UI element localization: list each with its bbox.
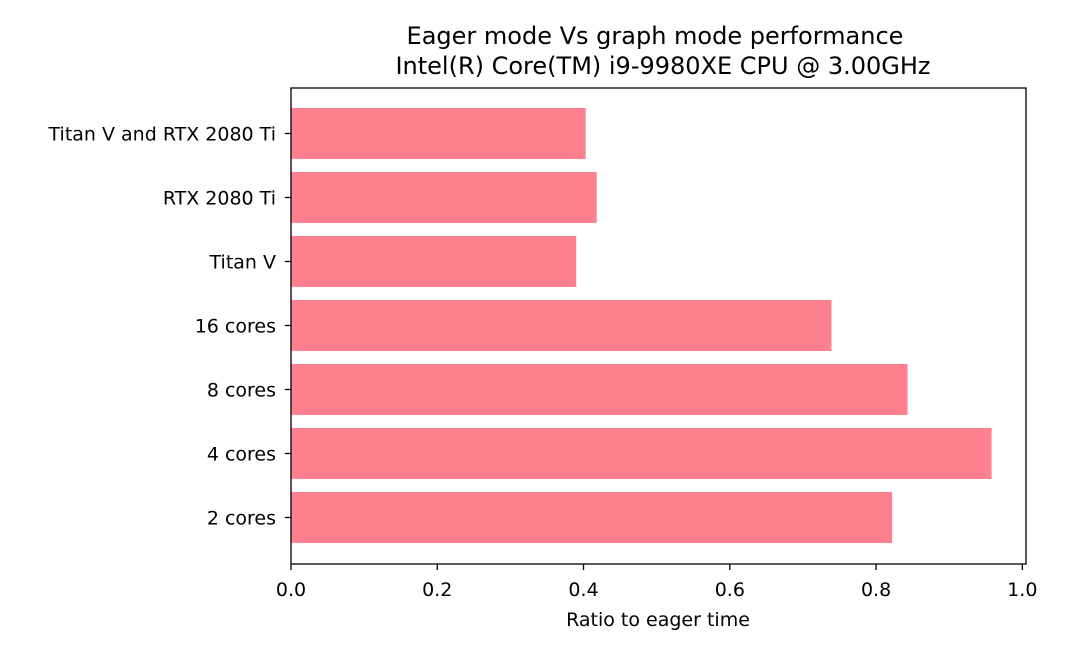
y-tick-label: 4 cores [207, 444, 276, 466]
chart-subtitle: Intel(R) Core(TM) i9-9980XE CPU @ 3.00GH… [395, 52, 930, 80]
bars-group [291, 108, 992, 543]
x-tick-label: 0.6 [715, 579, 745, 601]
x-axis-label: Ratio to eager time [566, 609, 750, 631]
bar-titan-v [291, 236, 577, 287]
bar-titan-v-and-rtx-2080-ti [291, 108, 586, 159]
bar-rtx-2080-ti [291, 172, 597, 223]
x-tick-label: 1.0 [1007, 579, 1037, 601]
x-axis-ticks: 0.0 0.2 0.4 0.6 0.8 1.0 [276, 564, 1037, 601]
x-tick-label: 0.4 [568, 579, 598, 601]
y-tick-label: RTX 2080 Ti [163, 188, 276, 210]
y-tick-label: 16 cores [195, 316, 276, 338]
chart-title: Eager mode Vs graph mode performance [407, 22, 904, 50]
y-tick-label: Titan V [209, 252, 276, 274]
bar-16-cores [291, 300, 832, 351]
bar-4-cores [291, 428, 992, 479]
x-tick-label: 0.0 [276, 579, 306, 601]
y-tick-label: Titan V and RTX 2080 Ti [48, 124, 276, 146]
bar-8-cores [291, 364, 908, 415]
bar-2-cores [291, 492, 893, 543]
y-tick-label: 8 cores [207, 380, 276, 402]
x-tick-label: 0.2 [422, 579, 452, 601]
y-axis-ticks: 2 cores 4 cores 8 cores 16 cores Titan V RTX … [48, 124, 291, 530]
y-tick-label: 2 cores [207, 508, 276, 530]
x-tick-label: 0.8 [861, 579, 891, 601]
plot-frame [290, 87, 1027, 565]
